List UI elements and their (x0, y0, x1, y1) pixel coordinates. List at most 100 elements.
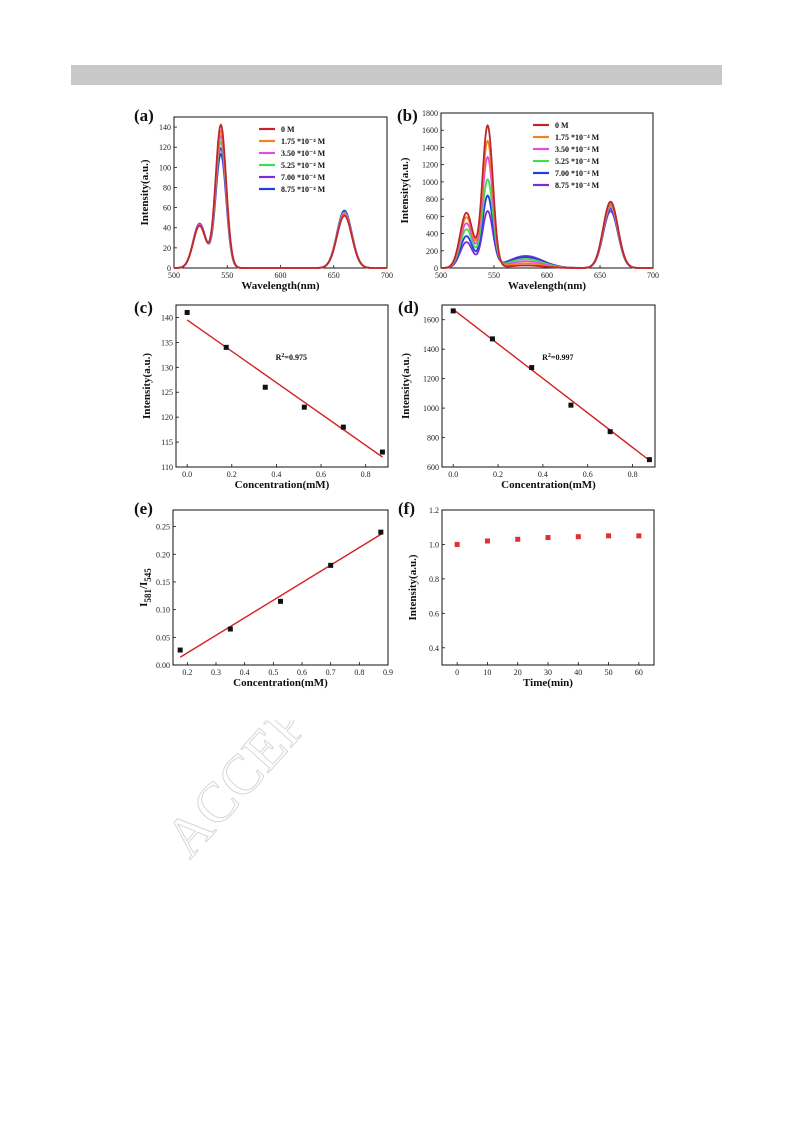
legend-label: 8.75 *10⁻⁴ M (281, 185, 326, 194)
y-axis-label: I581/I545 (138, 568, 153, 607)
data-point (568, 402, 574, 408)
data-point (484, 538, 490, 544)
y-tick-label: 1200 (422, 161, 438, 170)
plot-frame-f (441, 509, 655, 666)
y-tick-label: 115 (161, 438, 173, 447)
chart-panel-c: (c) 0.0 0.2 0.4 0.6 0.8 110 115 120 125 130 135 140 C… (134, 298, 389, 491)
legend-label: 7.00 *10⁻⁴ M (281, 173, 326, 182)
x-tick-label: 40 (574, 668, 582, 677)
x-tick-label: 0.7 (326, 668, 336, 677)
x-tick-label: 500 (435, 271, 447, 280)
y-axis-label: Intensity(a.u.) (400, 353, 412, 419)
y-tick-label: 600 (427, 463, 439, 472)
panel-label-a: (a) (134, 106, 154, 125)
y-tick-label: 1200 (423, 375, 439, 384)
y-tick-label: 800 (426, 195, 438, 204)
x-tick-label: 0.6 (583, 470, 593, 479)
data-point (262, 384, 268, 390)
plot-frame-d (441, 304, 656, 468)
x-tick-label: 0.0 (182, 470, 192, 479)
plot-frame-c (175, 304, 389, 468)
legend-label: 1.75 *10⁻⁴ M (555, 133, 600, 142)
y-tick-label: 0 (167, 264, 171, 273)
data-point (177, 647, 183, 653)
y-tick-label: 0 (434, 264, 438, 273)
data-point (646, 457, 652, 463)
y-tick-label: 1400 (423, 345, 439, 354)
x-tick-label: 0.2 (493, 470, 503, 479)
x-tick-label: 0.4 (240, 668, 250, 677)
y-tick-label: 1.2 (429, 506, 439, 515)
x-axis-label: Concentration(mM) (235, 479, 330, 491)
x-tick-label: 650 (594, 271, 606, 280)
data-point (328, 562, 334, 568)
y-axis-label: Intensity(a.u.) (139, 159, 151, 225)
x-tick-label: 0.4 (538, 470, 548, 479)
series-line (440, 124, 653, 269)
panel-label-d: (d) (398, 298, 419, 317)
legend-label: 1.75 *10⁻⁴ M (281, 137, 326, 146)
data-point (184, 309, 190, 315)
y-tick-label: 1000 (422, 178, 438, 187)
panel-label-c: (c) (134, 298, 153, 317)
data-point (278, 598, 283, 604)
chart-panel-a: (a) 500 550 600 650 700 0 20 40 60 80 100 120 140 Wave… (134, 106, 393, 292)
x-tick-label: 60 (635, 668, 643, 677)
y-tick-label: 0.05 (156, 633, 170, 642)
x-tick-label: 0.2 (182, 668, 192, 677)
y-tick-label: 140 (161, 313, 173, 322)
y-tick-label: 110 (161, 463, 173, 472)
x-tick-label: 550 (221, 271, 233, 280)
y-tick-label: 135 (161, 338, 173, 347)
fit-line (186, 319, 383, 458)
x-tick-label: 550 (488, 271, 500, 280)
series-line (173, 123, 387, 269)
y-tick-label: 0.6 (429, 609, 439, 618)
x-tick-label: 0.2 (227, 470, 237, 479)
y-tick-label: 600 (426, 212, 438, 221)
y-tick-label: 1600 (423, 316, 439, 325)
data-point (489, 336, 495, 342)
x-tick-label: 650 (328, 271, 340, 280)
chart-panel-e: (e) 0.2 0.3 0.4 0.5 0.6 0.7 0.8 0.9 0.00 0.05 0.10 0… (134, 499, 393, 689)
data-point (223, 344, 229, 350)
y-tick-label: 0.8 (429, 575, 439, 584)
y-tick-label: 140 (159, 123, 171, 132)
x-tick-label: 0 (455, 668, 459, 677)
y-tick-label: 200 (426, 247, 438, 256)
y-tick-label: 1400 (422, 143, 438, 152)
y-tick-label: 60 (163, 204, 171, 213)
x-tick-label: 600 (541, 271, 553, 280)
x-tick-label: 700 (381, 271, 393, 280)
y-axis-label: Intensity(a.u.) (407, 554, 419, 620)
x-tick-label: 0.0 (448, 470, 458, 479)
y-tick-label: 0.4 (429, 644, 439, 653)
x-tick-label: 0.3 (211, 668, 221, 677)
y-tick-label: 1800 (422, 109, 438, 118)
legend-label: 8.75 *10⁻⁴ M (555, 181, 600, 190)
y-tick-label: 20 (163, 244, 171, 253)
series-line (440, 178, 653, 269)
legend-label: 3.50 *10⁻⁴ M (555, 145, 600, 154)
data-point (529, 365, 535, 371)
y-tick-label: 1.0 (429, 540, 439, 549)
y-tick-label: 40 (163, 224, 171, 233)
data-point (379, 449, 385, 455)
y-tick-label: 0.25 (156, 523, 170, 532)
x-tick-label: 700 (647, 271, 659, 280)
y-tick-label: 130 (161, 363, 173, 372)
data-point (636, 533, 642, 539)
y-axis-label: Intensity(a.u.) (399, 157, 411, 223)
data-point (454, 541, 460, 547)
y-tick-label: 0.00 (156, 661, 170, 670)
page-header-bar (71, 65, 722, 85)
y-tick-label: 80 (163, 183, 171, 192)
x-tick-label: 0.9 (383, 668, 393, 677)
x-axis-label: Concentration(mM) (501, 479, 596, 491)
data-point (575, 534, 581, 540)
x-tick-label: 10 (483, 668, 491, 677)
x-tick-label: 30 (544, 668, 552, 677)
data-point (227, 626, 233, 632)
x-tick-label: 0.8 (628, 470, 638, 479)
data-point (515, 536, 521, 542)
